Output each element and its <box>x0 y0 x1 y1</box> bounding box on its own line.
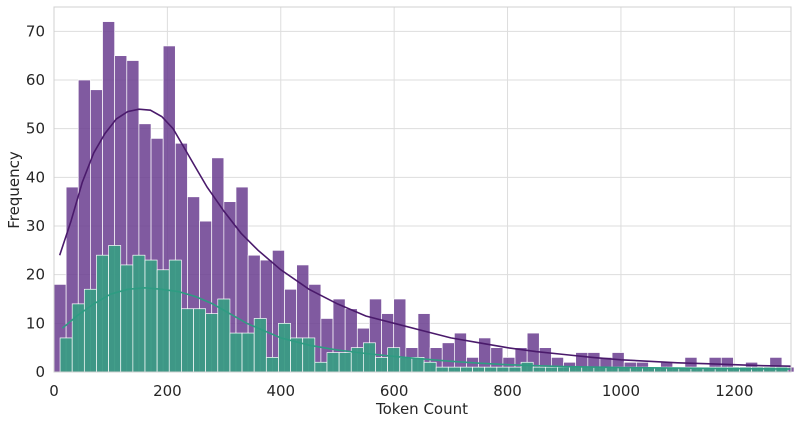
y-tick-label: 40 <box>26 168 45 186</box>
y-tick-labels: 0 10 20 30 40 50 60 70 <box>26 22 45 381</box>
x-tick-label: 200 <box>153 382 182 400</box>
x-axis-label: Token Count <box>375 400 468 418</box>
bar-series-2 <box>302 337 316 373</box>
bar-series-2 <box>363 342 376 373</box>
bar-series-2 <box>387 347 401 373</box>
bar-series-2 <box>193 308 207 373</box>
y-tick-label: 20 <box>26 266 45 284</box>
bar-series-2 <box>278 322 291 373</box>
bar-series-2 <box>423 361 437 373</box>
bar-series-2 <box>520 361 534 373</box>
bar-series-2 <box>472 366 486 373</box>
bar-series-2 <box>265 357 279 373</box>
y-tick-label: 70 <box>26 22 45 40</box>
y-tick-label: 30 <box>26 217 45 235</box>
bar-series-2 <box>156 269 170 373</box>
plot-frame <box>53 6 792 373</box>
bar-series-2 <box>83 288 97 373</box>
bar-series-2 <box>484 366 498 373</box>
bar-series-2 <box>132 254 146 373</box>
kde-line-series-1 <box>58 108 792 367</box>
bar-series-2 <box>557 366 570 373</box>
x-tick-label: 0 <box>49 382 59 400</box>
bar-series-2 <box>59 337 73 373</box>
x-tick-label: 400 <box>266 382 295 400</box>
bar-series-2 <box>314 361 328 373</box>
bar-series-2 <box>229 332 243 373</box>
y-tick-label: 0 <box>35 363 45 381</box>
bar-series-2 <box>545 366 558 373</box>
x-tick-label: 1000 <box>602 382 640 400</box>
bar-series-2 <box>326 352 340 373</box>
bar-series-2 <box>460 366 473 373</box>
bar-series-2 <box>375 357 388 373</box>
bar-series-2 <box>447 366 461 373</box>
bar-series-2 <box>181 308 194 373</box>
x-tick-label: 800 <box>493 382 522 400</box>
kde-line-series-2 <box>61 286 792 370</box>
bar-series-2 <box>205 313 219 373</box>
x-tick-label: 1200 <box>715 382 753 400</box>
bar-series-2 <box>168 259 182 373</box>
x-tick-labels: 0 200 400 600 800 1000 1200 <box>49 382 753 400</box>
x-tick-label: 600 <box>380 382 409 400</box>
bar-series-2 <box>338 352 352 373</box>
bar-series-2 <box>399 357 413 373</box>
bar-series-2 <box>532 366 546 373</box>
y-tick-label: 10 <box>26 314 45 332</box>
bar-series-2 <box>508 366 522 373</box>
bar-series-2 <box>435 366 449 373</box>
y-axis-label: Frequency <box>5 151 23 229</box>
bar-series-2 <box>96 254 109 373</box>
bar-series-2 <box>569 366 583 373</box>
kde-curves <box>58 108 792 370</box>
bar-series-2 <box>120 264 134 373</box>
bar-series-2 <box>241 332 255 373</box>
bar-series-2 <box>496 366 510 373</box>
bar-series-2 <box>108 245 122 373</box>
bar-series-2 <box>144 259 158 373</box>
y-tick-label: 60 <box>26 71 45 89</box>
y-tick-label: 50 <box>26 120 45 138</box>
